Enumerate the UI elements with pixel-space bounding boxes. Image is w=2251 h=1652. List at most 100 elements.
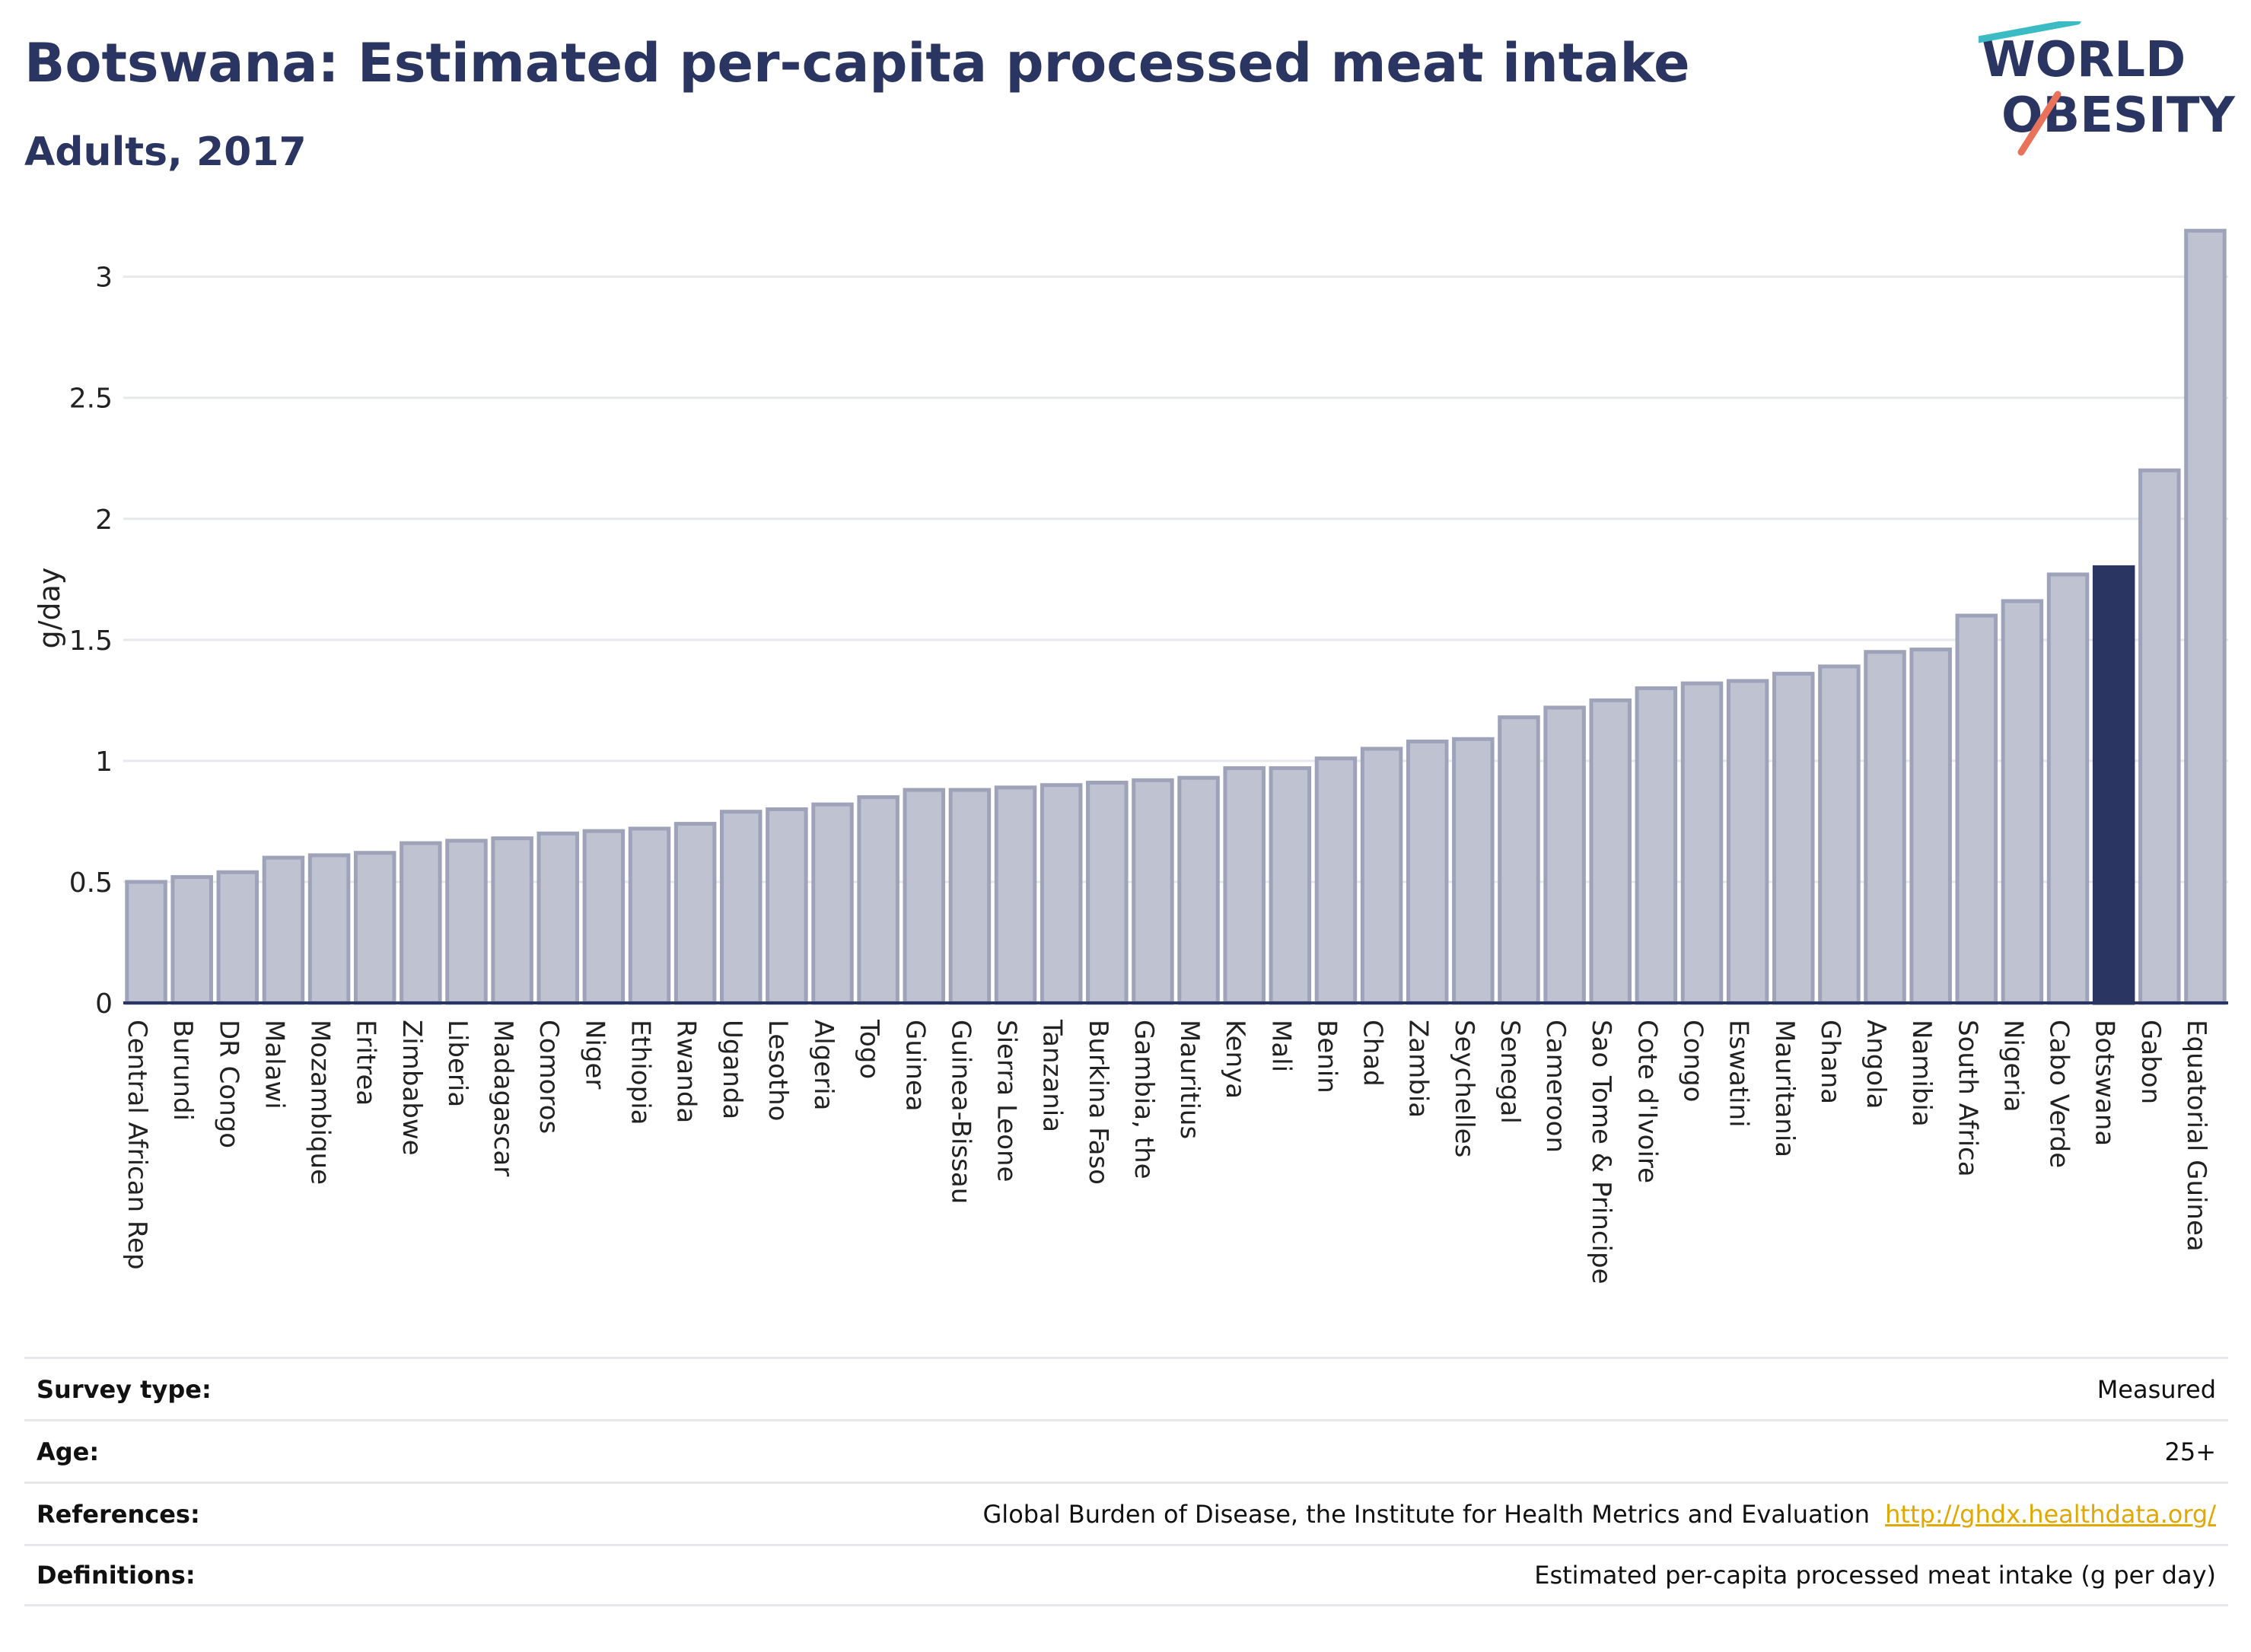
bar [1086, 781, 1129, 1005]
bar [766, 807, 808, 1005]
bar-series [125, 228, 2227, 1005]
x-tick-label: Uganda [717, 1020, 747, 1119]
y-tick-label: 2.5 [69, 384, 113, 415]
y-axis-ticks: 0 0.5 1 1.5 2 2.5 3 [69, 263, 113, 1020]
bar [1498, 715, 1540, 1005]
bar [1635, 686, 1678, 1005]
x-tick-label: Madagascar [488, 1020, 518, 1176]
bar [1314, 756, 1358, 1005]
info-table: Survey type: Measured Age: 25+ Reference… [24, 1357, 2228, 1606]
chart-subtitle: Adults, 2017 [24, 129, 307, 175]
info-label: Survey type: [37, 1374, 212, 1404]
bar [811, 802, 854, 1005]
x-tick-label: Tanzania [1037, 1019, 1068, 1132]
x-tick-label: Cabo Verde [2044, 1020, 2074, 1168]
info-row-references: References: Global Burden of Disease, th… [24, 1482, 2228, 1544]
x-tick-label: Mauritius [1174, 1020, 1205, 1139]
bar [1864, 650, 1906, 1005]
bar [445, 839, 488, 1005]
x-tick-label: Burkina Faso [1083, 1020, 1113, 1185]
x-tick-label: Sao Tome & Principe [1586, 1020, 1616, 1284]
bar [1177, 775, 1220, 1005]
logo-slash-teal [1979, 21, 2081, 43]
bar [1726, 679, 1769, 1005]
x-tick-label: Cameroon [1540, 1020, 1571, 1153]
info-row-age: Age: 25+ [24, 1419, 2228, 1482]
bar [2184, 228, 2227, 1005]
bar [1406, 739, 1449, 1005]
bar [1452, 737, 1495, 1005]
x-tick-label: Eritrea [351, 1020, 381, 1106]
chart-title: Botswana: Estimated per-capita processed… [24, 32, 1690, 94]
x-tick-label: Algeria [808, 1020, 839, 1110]
x-tick-label: Zambia [1403, 1020, 1434, 1118]
x-tick-label: Guinea [899, 1020, 930, 1112]
bar [2138, 468, 2181, 1005]
bar [857, 795, 899, 1005]
info-value: Estimated per-capita processed meat inta… [1534, 1561, 2216, 1590]
x-tick-label: Lesotho [763, 1020, 793, 1121]
info-label: References: [37, 1499, 200, 1529]
bar [1909, 648, 1952, 1005]
references-link[interactable]: http://ghdx.healthdata.org/ [1885, 1499, 2216, 1529]
bar [1269, 766, 1312, 1005]
y-tick-label: 3 [95, 263, 113, 294]
bar [582, 829, 626, 1005]
bar [628, 826, 671, 1005]
bar [1223, 766, 1266, 1005]
y-axis-label: g/day [33, 568, 66, 649]
bar [1772, 671, 1815, 1005]
bar [400, 841, 442, 1005]
x-tick-label: Eswatini [1724, 1020, 1754, 1128]
x-tick-label: Angola [1861, 1020, 1891, 1109]
world-obesity-logo: WORLD OBESITY [1979, 21, 2235, 156]
bar [720, 810, 763, 1005]
x-tick-label: Sierra Leone [992, 1020, 1022, 1182]
x-tick-label: Chad [1358, 1020, 1388, 1087]
bar [1360, 746, 1403, 1005]
references-text: Global Burden of Disease, the Institute … [982, 1499, 1870, 1529]
logo-slash-coral [2017, 91, 2062, 156]
x-tick-label: Equatorial Guinea [2181, 1020, 2211, 1252]
x-tick-label: DR Congo [213, 1020, 244, 1148]
info-label: Definitions: [37, 1561, 196, 1590]
bar [673, 822, 717, 1005]
x-tick-label: Mali [1266, 1020, 1296, 1072]
x-tick-label: Gabon [2135, 1020, 2166, 1104]
x-tick-label: Burundi [167, 1020, 198, 1121]
info-row-definitions: Definitions: Estimated per-capita proces… [24, 1544, 2228, 1606]
x-axis-ticks: Central African Rep Burundi DR Congo Malawi… [122, 1019, 2211, 1284]
bar [536, 831, 579, 1005]
x-tick-label: Senegal [1495, 1020, 1525, 1124]
bar [353, 851, 396, 1005]
bar [216, 870, 259, 1005]
x-tick-label: Togo [854, 1019, 884, 1079]
bar-chart: 0 0.5 1 1.5 2 2.5 3 Central African Rep Burundi… [33, 228, 2228, 1284]
bar [307, 853, 351, 1005]
x-tick-label: Seychelles [1449, 1020, 1479, 1157]
x-tick-label: Malawi [259, 1020, 289, 1109]
x-tick-label: Niger [579, 1020, 610, 1089]
info-value: 25+ [2164, 1437, 2216, 1466]
bar [1818, 664, 1861, 1005]
bar [948, 788, 992, 1005]
y-tick-label: 2 [95, 505, 113, 536]
x-tick-label: Botswana [2090, 1020, 2120, 1146]
bar-highlighted [2092, 565, 2135, 1005]
bar [2046, 572, 2090, 1005]
info-value: Measured [2097, 1374, 2216, 1404]
x-tick-label: Zimbabwe [396, 1020, 427, 1156]
x-tick-label: Ghana [1815, 1020, 1845, 1104]
x-tick-label: Namibia [1906, 1020, 1937, 1127]
bar [1040, 783, 1083, 1005]
bar [1955, 613, 1998, 1005]
y-tick-label: 1.5 [69, 625, 113, 657]
bar [1680, 681, 1724, 1005]
info-label: Age: [37, 1437, 100, 1466]
x-tick-label: Comoros [533, 1020, 564, 1134]
bar [994, 785, 1037, 1005]
bar [1132, 778, 1174, 1005]
x-tick-label: Liberia [442, 1020, 473, 1107]
info-row-survey-type: Survey type: Measured [24, 1357, 2228, 1419]
logo-line1: WORLD [1982, 32, 2186, 88]
